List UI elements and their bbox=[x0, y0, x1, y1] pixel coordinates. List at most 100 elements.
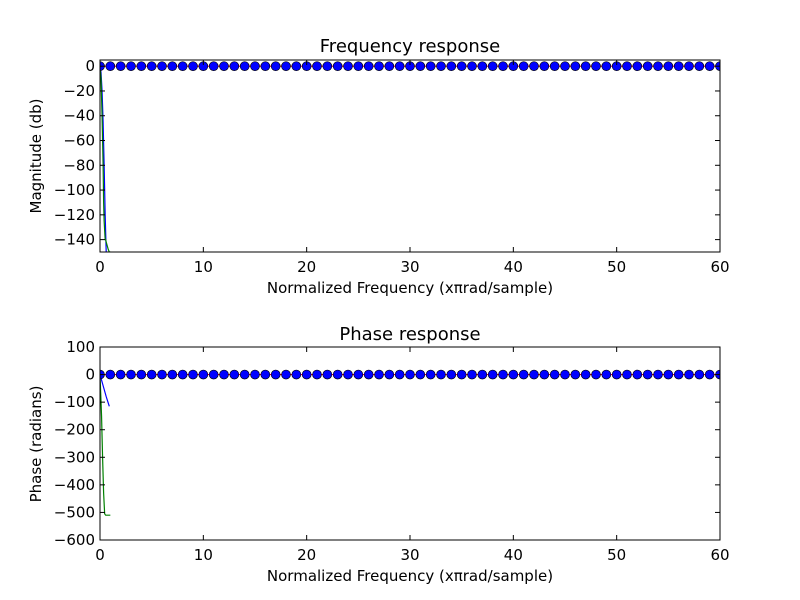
data-point bbox=[219, 369, 229, 380]
plot-frame bbox=[99, 346, 721, 541]
data-point bbox=[291, 61, 302, 71]
axis-ticks: 0 10 20 30 40 50 60 0 −20 −40 −60 −80 −100 −120 −140 bbox=[54, 57, 730, 276]
data-point bbox=[529, 369, 539, 380]
data-point bbox=[653, 61, 663, 71]
data-point bbox=[239, 61, 250, 71]
x-tick-label: 0 bbox=[95, 546, 105, 564]
plot-marks bbox=[100, 369, 720, 516]
data-point bbox=[270, 369, 281, 380]
data-point bbox=[312, 369, 322, 380]
x-axis-label: Normalized Frequency (xπrad/sample) bbox=[267, 567, 553, 585]
data-point bbox=[632, 369, 643, 380]
x-tick-label: 10 bbox=[194, 258, 213, 276]
data-point bbox=[177, 61, 188, 71]
x-tick-label: 40 bbox=[504, 546, 523, 564]
data-point bbox=[467, 369, 477, 380]
data-point bbox=[167, 61, 178, 71]
magnitude-plot: Frequency response Normalized Frequency … bbox=[27, 36, 730, 297]
y-axis-label: Phase (radians) bbox=[27, 386, 45, 503]
data-point bbox=[281, 61, 291, 71]
x-tick-label: 40 bbox=[504, 258, 523, 276]
data-point bbox=[363, 369, 374, 380]
data-point bbox=[384, 369, 395, 380]
y-tick-label: −600 bbox=[54, 531, 95, 549]
data-point bbox=[508, 369, 519, 380]
data-point bbox=[446, 61, 457, 71]
x-tick-label: 30 bbox=[400, 258, 419, 276]
data-point bbox=[498, 369, 508, 380]
data-point bbox=[343, 61, 353, 71]
data-point bbox=[663, 61, 674, 71]
x-tick-label: 20 bbox=[297, 258, 316, 276]
data-point bbox=[415, 61, 426, 71]
data-point bbox=[622, 61, 632, 71]
data-point bbox=[394, 369, 405, 380]
x-tick-label: 0 bbox=[95, 258, 105, 276]
plot-title: Frequency response bbox=[320, 36, 500, 57]
data-point bbox=[518, 369, 529, 380]
data-point bbox=[281, 369, 291, 380]
data-point bbox=[301, 369, 312, 380]
data-point bbox=[601, 369, 612, 380]
plot-marks bbox=[100, 61, 720, 252]
x-tick-label: 50 bbox=[607, 258, 626, 276]
data-point bbox=[425, 61, 436, 71]
data-point bbox=[270, 61, 281, 71]
x-tick-label: 50 bbox=[607, 546, 626, 564]
data-point bbox=[642, 61, 653, 71]
data-point bbox=[291, 369, 302, 380]
y-tick-label: −100 bbox=[54, 393, 95, 411]
y-tick-label: −60 bbox=[63, 132, 95, 150]
data-point bbox=[632, 61, 643, 71]
data-point bbox=[694, 61, 705, 71]
data-point bbox=[105, 61, 116, 71]
y-tick-label: −120 bbox=[54, 206, 95, 224]
y-tick-label: −100 bbox=[54, 181, 95, 199]
data-point bbox=[560, 61, 570, 71]
data-point bbox=[704, 369, 715, 380]
series-line bbox=[100, 374, 110, 407]
data-point bbox=[580, 369, 591, 380]
data-point bbox=[456, 61, 467, 71]
data-point bbox=[260, 61, 271, 71]
data-point bbox=[549, 61, 560, 71]
data-point bbox=[126, 61, 136, 71]
data-point bbox=[105, 369, 116, 380]
y-tick-label: 100 bbox=[66, 338, 95, 356]
y-tick-label: −20 bbox=[63, 82, 95, 100]
data-point bbox=[467, 61, 477, 71]
data-point bbox=[580, 61, 591, 71]
data-point bbox=[136, 369, 147, 380]
data-point bbox=[653, 369, 663, 380]
data-point bbox=[374, 369, 384, 380]
data-point bbox=[570, 61, 581, 71]
data-point bbox=[477, 369, 488, 380]
data-point bbox=[694, 369, 705, 380]
data-point bbox=[322, 369, 333, 380]
data-point bbox=[642, 369, 653, 380]
y-tick-label: 0 bbox=[85, 366, 95, 384]
data-point bbox=[229, 61, 240, 71]
x-tick-label: 20 bbox=[297, 546, 316, 564]
y-tick-label: −40 bbox=[63, 107, 95, 125]
x-tick-label: 30 bbox=[400, 546, 419, 564]
data-point bbox=[560, 369, 570, 380]
data-point bbox=[446, 369, 457, 380]
x-tick-label: 10 bbox=[194, 546, 213, 564]
data-point bbox=[157, 369, 167, 380]
plot-title: Phase response bbox=[339, 324, 480, 345]
data-point bbox=[405, 369, 415, 380]
data-point bbox=[518, 61, 529, 71]
data-point bbox=[219, 61, 229, 71]
data-point bbox=[684, 369, 694, 380]
data-point bbox=[239, 369, 250, 380]
data-point bbox=[704, 61, 715, 71]
data-point bbox=[208, 369, 219, 380]
data-point bbox=[663, 369, 674, 380]
data-point bbox=[115, 369, 126, 380]
data-point bbox=[250, 61, 260, 71]
data-point bbox=[312, 61, 322, 71]
data-point bbox=[353, 61, 364, 71]
data-point bbox=[549, 369, 560, 380]
